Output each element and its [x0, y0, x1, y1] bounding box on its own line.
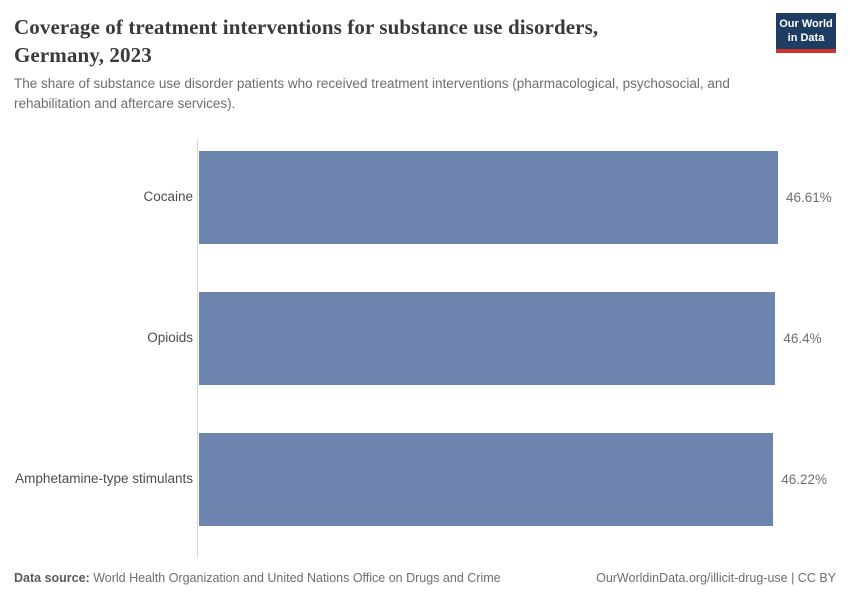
chart-title-line2: Germany, 2023 [14, 42, 152, 67]
data-source-text: World Health Organization and United Nat… [89, 571, 501, 585]
bar-row: Cocaine 46.61% [0, 151, 850, 244]
category-label-cocaine: Cocaine [143, 189, 193, 205]
owid-logo-line2: in Data [787, 31, 825, 44]
bar-amphetamine[interactable] [199, 433, 774, 526]
bar-value-amphetamine: 46.22% [781, 472, 827, 487]
owid-logo-line1: Our World [779, 18, 833, 30]
category-label-amphetamine: Amphetamine-type stimulants [15, 471, 193, 487]
data-source-label: Data source: [14, 571, 90, 585]
bar-value-opioids: 46.4% [783, 331, 822, 346]
bar-cocaine[interactable] [199, 151, 778, 244]
bar-row: Opioids 46.4% [0, 292, 850, 385]
chart-title-line1: Coverage of treatment interventions for … [14, 15, 599, 39]
data-source-note: Data source: World Health Organization a… [14, 571, 501, 585]
chart-footer: Data source: World Health Organization a… [14, 571, 836, 585]
category-label-opioids: Opioids [147, 330, 193, 346]
owid-logo: Our World in Data [776, 13, 836, 53]
chart-subtitle: The share of substance use disorder pati… [14, 76, 730, 112]
chart-title: Coverage of treatment interventions for … [14, 14, 598, 70]
y-axis-line [197, 139, 198, 558]
bar-row: Amphetamine-type stimulants 46.22% [0, 433, 850, 526]
bar-opioids[interactable] [199, 292, 776, 385]
bar-value-cocaine: 46.61% [786, 190, 832, 205]
owid-url-license-link[interactable]: OurWorldinData.org/illicit-drug-use | CC… [596, 571, 836, 585]
